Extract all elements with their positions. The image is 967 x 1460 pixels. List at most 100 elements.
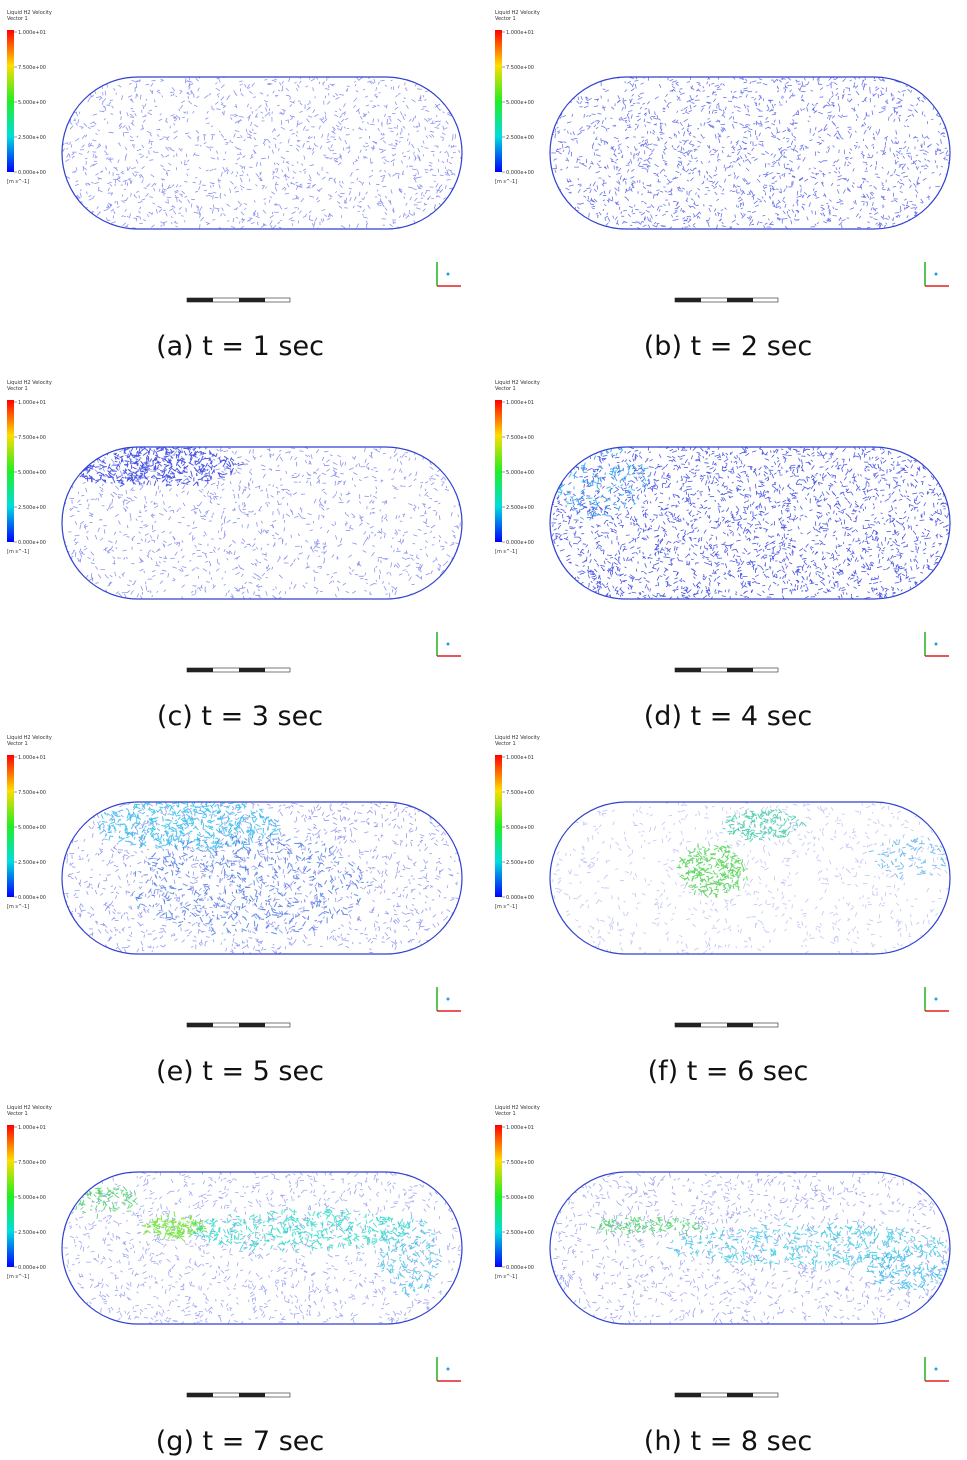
- color-bar: [495, 30, 502, 172]
- legend-tick-label: 1.000e+01: [506, 30, 534, 36]
- scale-bar-seg: [727, 1023, 753, 1027]
- vectors: [550, 802, 950, 954]
- color-bar: [7, 1125, 14, 1267]
- legend-tick-label: 0.000e+00: [506, 1265, 534, 1271]
- scale-bar-seg: [727, 1393, 753, 1397]
- legend-tick-label: 2.500e+00: [506, 135, 534, 141]
- vectors-fast: [866, 1246, 948, 1293]
- legend-unit: [m s^-1]: [7, 549, 29, 555]
- scale-bar-seg: [675, 1023, 701, 1027]
- triad-z: [934, 997, 938, 1001]
- legend-tick-label: 2.500e+00: [18, 860, 46, 866]
- scale-bar-seg: [675, 298, 701, 302]
- legend-subtitle: Vector 1: [7, 16, 28, 22]
- legend-tick-label: 1.000e+01: [506, 400, 534, 406]
- triad-z: [446, 642, 450, 646]
- triad-z: [446, 1367, 450, 1371]
- legend-tick-label: 5.000e+00: [18, 825, 46, 831]
- legend-subtitle: Vector 1: [7, 741, 28, 747]
- vectors: [62, 802, 462, 954]
- legend-tick-label: 5.000e+00: [18, 1195, 46, 1201]
- legend-tick-label: 7.500e+00: [506, 435, 534, 441]
- legend-tick-label: 0.000e+00: [506, 170, 534, 176]
- triad-z: [934, 642, 938, 646]
- caption: (c) t = 3 sec: [157, 701, 323, 732]
- legend-subtitle: Vector 1: [495, 741, 516, 747]
- legend-tick-label: 2.500e+00: [506, 505, 534, 511]
- vessel-outline: [549, 76, 951, 230]
- scale-bar-seg: [675, 1393, 701, 1397]
- legend-tick-label: 5.000e+00: [18, 470, 46, 476]
- legend-subtitle: Vector 1: [495, 386, 516, 392]
- caption: (h) t = 8 sec: [644, 1426, 812, 1457]
- caption: (a) t = 1 sec: [156, 331, 324, 362]
- vectors-fast: [722, 808, 807, 843]
- triad-z: [446, 997, 450, 1001]
- color-bar: [495, 400, 502, 542]
- scale-bar-seg: [187, 1393, 213, 1397]
- scale-bar-seg: [239, 1393, 265, 1397]
- color-bar: [495, 1125, 502, 1267]
- legend-tick-label: 2.500e+00: [506, 1230, 534, 1236]
- legend-tick-label: 2.500e+00: [506, 860, 534, 866]
- scale-bar-seg: [187, 298, 213, 302]
- legend-tick-label: 7.500e+00: [506, 790, 534, 796]
- vectors: [62, 1172, 462, 1324]
- legend-tick-label: 7.500e+00: [506, 65, 534, 71]
- legend-tick-label: 0.000e+00: [506, 540, 534, 546]
- legend-tick-label: 2.500e+00: [18, 135, 46, 141]
- legend-tick-label: 5.000e+00: [506, 100, 534, 106]
- triad-z: [446, 272, 450, 276]
- triad-z: [934, 272, 938, 276]
- vectors-fast: [98, 802, 281, 853]
- vessel-outline: [61, 1171, 463, 1325]
- legend-tick-label: 2.500e+00: [18, 1230, 46, 1236]
- vectors-fast: [590, 1215, 704, 1237]
- legend-tick-label: 1.000e+01: [18, 400, 46, 406]
- vectors: [550, 447, 950, 599]
- legend-subtitle: Vector 1: [7, 386, 28, 392]
- vessel-outline: [61, 446, 463, 600]
- vectors-fast: [379, 1216, 442, 1296]
- legend-tick-label: 1.000e+01: [18, 30, 46, 36]
- vectors-fast: [190, 1207, 411, 1253]
- legend-tick-label: 0.000e+00: [18, 1265, 46, 1271]
- legend-title: Liquid H2 Velocity: [7, 735, 52, 741]
- vector-field: [550, 447, 950, 599]
- vessel-outline: [549, 446, 951, 600]
- color-bar: [495, 755, 502, 897]
- legend-unit: [m s^-1]: [7, 904, 29, 910]
- legend-tick-label: 2.500e+00: [18, 505, 46, 511]
- vectors-fast: [133, 833, 373, 936]
- scale-bar-seg: [727, 668, 753, 672]
- vectors: [550, 1172, 950, 1324]
- vector-field: [62, 447, 462, 599]
- legend-unit: [m s^-1]: [495, 1274, 517, 1280]
- legend-tick-label: 5.000e+00: [506, 825, 534, 831]
- legend-title: Liquid H2 Velocity: [7, 1105, 52, 1111]
- legend-tick-label: 1.000e+01: [506, 1125, 534, 1131]
- color-bar: [7, 30, 14, 172]
- color-bar: [7, 400, 14, 542]
- vectors-fast: [868, 837, 947, 880]
- legend-subtitle: Vector 1: [7, 1111, 28, 1117]
- legend-tick-label: 0.000e+00: [18, 540, 46, 546]
- scale-bar-seg: [239, 668, 265, 672]
- caption: (f) t = 6 sec: [648, 1056, 809, 1087]
- color-bar: [7, 755, 14, 897]
- vectors: [62, 77, 462, 229]
- legend-unit: [m s^-1]: [495, 904, 517, 910]
- vector-field: [550, 77, 950, 229]
- scale-bar-seg: [187, 668, 213, 672]
- scale-bar-seg: [239, 298, 265, 302]
- caption: (b) t = 2 sec: [644, 331, 812, 362]
- legend-unit: [m s^-1]: [495, 179, 517, 185]
- legend-tick-label: 1.000e+01: [18, 1125, 46, 1131]
